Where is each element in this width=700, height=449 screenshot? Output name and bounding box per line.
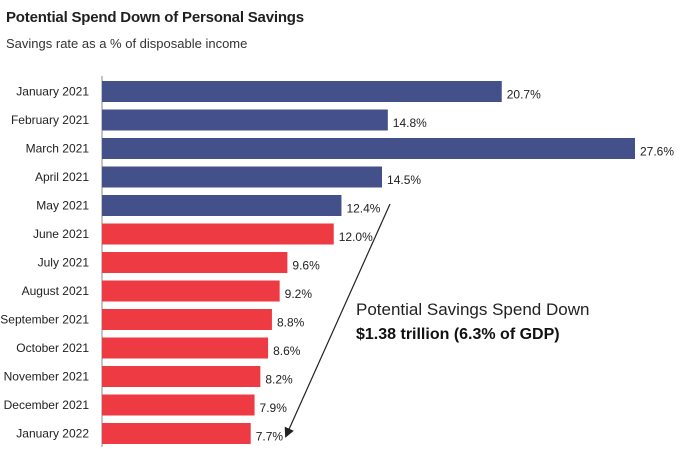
value-label-4: 12.4%	[346, 202, 380, 216]
bar-6	[102, 252, 288, 273]
value-label-7: 9.2%	[285, 287, 313, 301]
category-label-8: September 2021	[0, 313, 89, 327]
value-label-3: 14.5%	[387, 173, 421, 187]
value-label-0: 20.7%	[507, 88, 541, 102]
value-label-1: 14.8%	[393, 116, 427, 130]
value-label-11: 7.9%	[260, 401, 288, 415]
value-label-12: 7.7%	[256, 430, 284, 444]
category-label-10: November 2021	[4, 370, 90, 384]
value-label-8: 8.8%	[277, 316, 305, 330]
bar-2	[102, 138, 635, 159]
annotation-title: Potential Savings Spend Down	[356, 300, 589, 319]
category-label-12: January 2022	[16, 427, 89, 441]
category-label-3: April 2021	[35, 170, 89, 184]
category-label-11: December 2021	[4, 398, 90, 412]
value-labels: 20.7% 14.8% 27.6% 14.5% 12.4% 12.0% 9.6% 9.2% 8.…	[256, 88, 675, 444]
category-label-9: October 2021	[16, 341, 89, 355]
category-labels: January 2021 February 2021 March 2021 April…	[0, 85, 89, 441]
value-label-5: 12.0%	[339, 230, 373, 244]
category-label-1: February 2021	[11, 113, 89, 127]
annotation-value: $1.38 trillion (6.3% of GDP)	[356, 326, 560, 343]
category-label-0: January 2021	[16, 85, 89, 99]
category-label-4: May 2021	[36, 199, 89, 213]
bar-5	[102, 223, 334, 245]
bar-0	[102, 81, 502, 102]
value-label-10: 8.2%	[265, 373, 293, 387]
category-label-5: June 2021	[33, 227, 89, 241]
bar-10	[102, 366, 261, 387]
bar-4	[102, 195, 342, 216]
bars-group	[102, 81, 635, 444]
value-label-6: 9.6%	[292, 259, 320, 273]
value-label-2: 27.6%	[640, 145, 674, 159]
category-label-7: August 2021	[22, 284, 90, 298]
value-label-9: 8.6%	[273, 344, 301, 358]
bar-12	[102, 423, 251, 444]
bar-9	[102, 337, 269, 359]
annotation-arrow	[284, 203, 391, 438]
category-label-6: July 2021	[38, 256, 90, 270]
bar-8	[102, 309, 272, 330]
bar-1	[102, 109, 388, 131]
chart-subtitle: Savings rate as a % of disposable income	[6, 36, 248, 51]
bar-7	[102, 280, 280, 302]
chart-title: Potential Spend Down of Personal Savings	[6, 9, 304, 26]
bar-3	[102, 166, 383, 188]
bar-11	[102, 394, 255, 416]
category-label-2: March 2021	[26, 142, 90, 156]
